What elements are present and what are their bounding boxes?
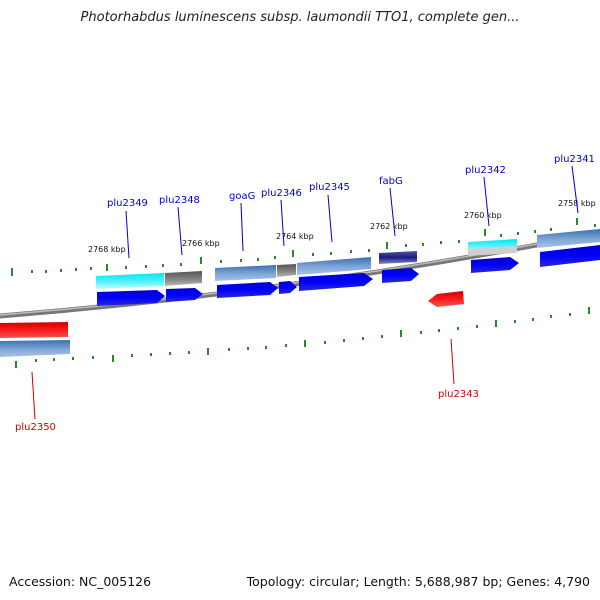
gene-label-plu2343[interactable]: plu2343 (438, 389, 479, 400)
gene-arrow-plu2350[interactable] (0, 322, 68, 338)
gene-label-plu2341[interactable]: plu2341 (554, 154, 595, 165)
map-title: Photorhabdus luminescens subsp. laumondi… (80, 10, 520, 25)
gene-arrow-plu2348[interactable] (166, 288, 203, 302)
gene-label-plu2345[interactable]: plu2345 (309, 182, 350, 193)
summary-text: Topology: circular; Length: 5,688,987 bp… (246, 574, 590, 589)
gene-arrow-plu2341[interactable] (540, 245, 600, 267)
kbp-label-2766: 2766 kbp (182, 239, 220, 248)
gene-arrow-plu2343[interactable] (428, 291, 464, 307)
gene-label-plu2350[interactable]: plu2350 (15, 422, 56, 433)
gene-label-plu2348[interactable]: plu2348 (159, 195, 200, 206)
label-leader-lines (31, 165, 579, 420)
gene-label-plu2346[interactable]: plu2346 (261, 188, 302, 199)
gene-arrow-goaG[interactable] (217, 282, 278, 298)
gene-arrow-plu2342[interactable] (471, 257, 519, 273)
gene-arrow-plu2345[interactable] (299, 273, 373, 291)
feature-bars (0, 229, 600, 357)
kbp-label-2762: 2762 kbp (370, 222, 408, 231)
forward-gene-arrows (97, 245, 600, 306)
upper-tick-marks (11, 218, 596, 276)
kbp-label-2764: 2764 kbp (276, 232, 314, 241)
gene-label-fabG[interactable]: fabG (379, 176, 403, 187)
reverse-gene-arrows (0, 291, 464, 338)
gene-label-goaG[interactable]: goaG (229, 191, 255, 202)
gene-label-plu2342[interactable]: plu2342 (465, 165, 506, 176)
kbp-label-2768: 2768 kbp (88, 245, 126, 254)
gene-arrow-fabG[interactable] (382, 268, 419, 283)
lower-tick-marks (15, 307, 590, 368)
accession-text: Accession: NC_005126 (9, 574, 152, 589)
kbp-label-2760: 2760 kbp (464, 211, 502, 220)
gene-arrow-plu2346[interactable] (279, 281, 297, 294)
gene-label-plu2349[interactable]: plu2349 (107, 198, 148, 209)
gene-arrow-plu2349[interactable] (97, 290, 165, 306)
